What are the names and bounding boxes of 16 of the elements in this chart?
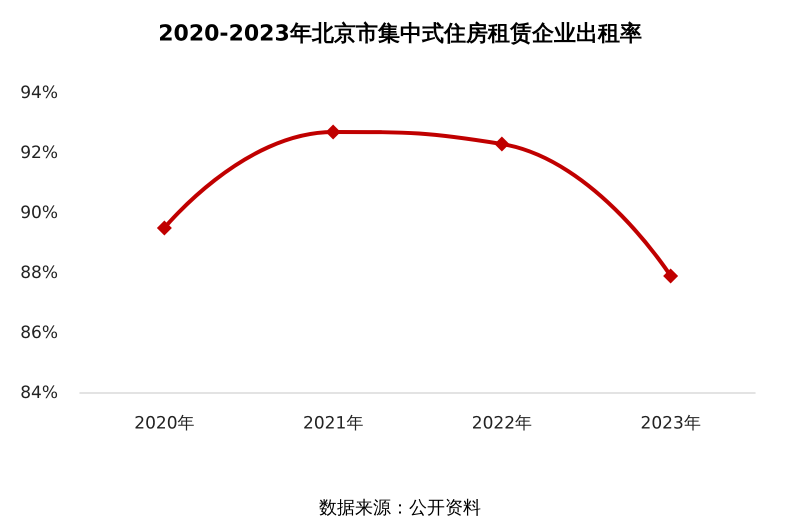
y-tick-label: 92% (20, 143, 58, 163)
chart-title: 2020-2023年北京市集中式住房租赁企业出租率 (158, 20, 642, 46)
y-tick-label: 86% (20, 323, 58, 343)
y-tick-label: 84% (20, 383, 58, 403)
x-tick-label: 2020年 (134, 414, 195, 434)
point (156, 220, 172, 236)
point (326, 124, 341, 140)
x-tick-label: 2022年 (472, 414, 532, 434)
x-tick-label: 2021年 (302, 414, 364, 434)
y-tick-label: 94% (20, 83, 58, 103)
source-note: 数据来源：公开资料 (319, 498, 481, 518)
y-tick-label: 90% (20, 203, 58, 223)
x-tick-label: 2023年 (640, 414, 701, 434)
y-tick-label: 88% (20, 263, 58, 283)
point (494, 136, 510, 152)
point (663, 268, 678, 284)
